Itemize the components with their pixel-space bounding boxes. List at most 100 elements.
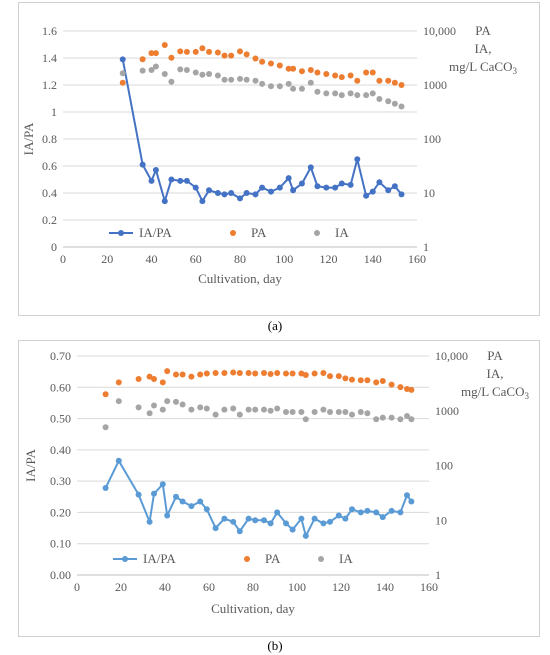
y2-tick-label: 10 [435, 513, 447, 527]
data-point-ia-pa [164, 512, 171, 519]
data-point-ia [236, 411, 243, 418]
data-point-ia [146, 410, 153, 417]
data-point-pa [332, 72, 339, 79]
data-point-ia-pa [404, 492, 410, 499]
x-tick-label: 140 [364, 252, 382, 266]
data-point-pa [192, 48, 199, 55]
data-point-ia-pa [267, 520, 274, 527]
data-point-pa [168, 54, 175, 61]
y2-tick-label: 1 [423, 240, 429, 254]
data-point-ia [161, 70, 168, 77]
y2-tick-label: 100 [435, 459, 453, 473]
data-point-ia [252, 406, 259, 413]
data-point-ia-pa [206, 187, 213, 194]
data-point-ia-pa [335, 512, 342, 519]
data-point-ia [261, 406, 267, 413]
data-point-ia [221, 76, 228, 83]
y2-tick-label: 10,000 [423, 24, 456, 38]
data-point-pa [364, 377, 371, 384]
data-point-pa [146, 373, 153, 380]
data-point-pa [408, 386, 415, 393]
y-tick-label: 0.8 [42, 132, 57, 146]
legend-marker-ia [314, 230, 320, 236]
data-point-ia [245, 406, 252, 413]
data-point-pa [307, 66, 314, 73]
data-point-ia-pa [259, 184, 266, 191]
data-point-ia [259, 80, 266, 87]
x-tick-label: 100 [288, 580, 306, 594]
data-point-ia [385, 98, 392, 105]
data-point-pa [347, 72, 354, 79]
y-tick-label: 0.20 [50, 505, 71, 519]
data-point-ia-pa [276, 184, 283, 191]
data-point-ia-pa [203, 506, 210, 513]
chart-panel-a: 0 0.2 0.4 0.6 0.8 1 1.2 1.4 1.6 0 20 40 60 80 100 120 14… [18, 2, 540, 316]
y-axis-label: IA/PA [23, 449, 38, 482]
data-point-ia [214, 72, 221, 79]
data-point-pa [183, 48, 190, 55]
data-point-pa [320, 369, 327, 376]
data-point-pa [311, 370, 318, 377]
data-point-pa [102, 391, 109, 398]
data-point-pa [221, 52, 228, 59]
data-point-ia-pa [342, 515, 349, 522]
data-point-ia-pa [252, 517, 259, 524]
y-tick-label: 1.6 [42, 24, 57, 38]
data-point-pa [267, 370, 274, 377]
y2-tick-label: 100 [423, 132, 441, 146]
y2-axis-label: IA, [487, 366, 504, 381]
data-point-ia [243, 76, 250, 83]
y-tick-label: 1 [51, 105, 57, 119]
data-point-ia-pa [307, 164, 314, 171]
legend-marker-ia-pa [122, 556, 128, 562]
data-point-pa [214, 49, 221, 56]
data-point-ia-pa [398, 191, 405, 198]
data-point-pa [376, 77, 383, 84]
data-point-ia-pa [252, 191, 259, 198]
data-point-ia-pa [338, 180, 345, 187]
data-point-pa [369, 69, 376, 76]
data-point-ia-pa [151, 490, 157, 497]
y2-axis-label: IA, [475, 41, 492, 56]
data-point-ia-pa [161, 198, 168, 205]
data-point-pa [379, 377, 386, 384]
data-point-pa [119, 79, 126, 86]
data-point-ia-pa [199, 198, 206, 205]
data-point-ia [349, 411, 355, 418]
data-point-ia [342, 408, 349, 415]
data-point-ia-pa [139, 161, 146, 168]
data-point-pa [314, 69, 321, 76]
data-point-ia [179, 401, 186, 408]
data-point-ia-pa [298, 180, 305, 187]
y2-tick-label: 1000 [423, 78, 447, 92]
data-point-ia-pa [347, 181, 354, 188]
data-point-ia-pa [408, 498, 415, 505]
data-point-ia-pa [135, 491, 142, 498]
data-point-ia-pa [102, 485, 109, 492]
data-point-ia [289, 408, 296, 415]
data-point-ia-pa [214, 190, 221, 196]
data-point-ia [283, 408, 289, 415]
y-tick-label: 0.2 [42, 213, 57, 227]
x-tick-label: 60 [203, 580, 215, 594]
data-point-pa [252, 370, 259, 377]
x-tick-label: 160 [420, 580, 438, 594]
y-tick-label: 0.40 [50, 443, 71, 457]
y-tick-label: 0.4 [42, 186, 57, 200]
chart-b: 0.00 0.10 0.20 0.30 0.40 0.50 0.60 0.70 0 20 40 60 8… [23, 348, 529, 616]
y2-axis-label: PA [475, 23, 491, 38]
data-point-ia [398, 103, 405, 110]
data-point-ia [285, 80, 292, 87]
data-point-pa [159, 379, 166, 386]
data-point-ia [152, 63, 159, 70]
data-point-ia-pa [188, 503, 195, 510]
data-point-ia [139, 67, 146, 74]
data-point-ia-pa [290, 187, 297, 194]
data-point-pa [363, 69, 370, 76]
data-point-pa [206, 48, 213, 55]
data-point-ia [376, 96, 383, 103]
data-point-ia-pa [385, 187, 392, 194]
data-point-ia [267, 83, 274, 90]
chart-a: 0 0.2 0.4 0.6 0.8 1 1.2 1.4 1.6 0 20 40 60 80 100 120 14… [21, 23, 517, 286]
data-point-ia-pa [373, 509, 380, 516]
